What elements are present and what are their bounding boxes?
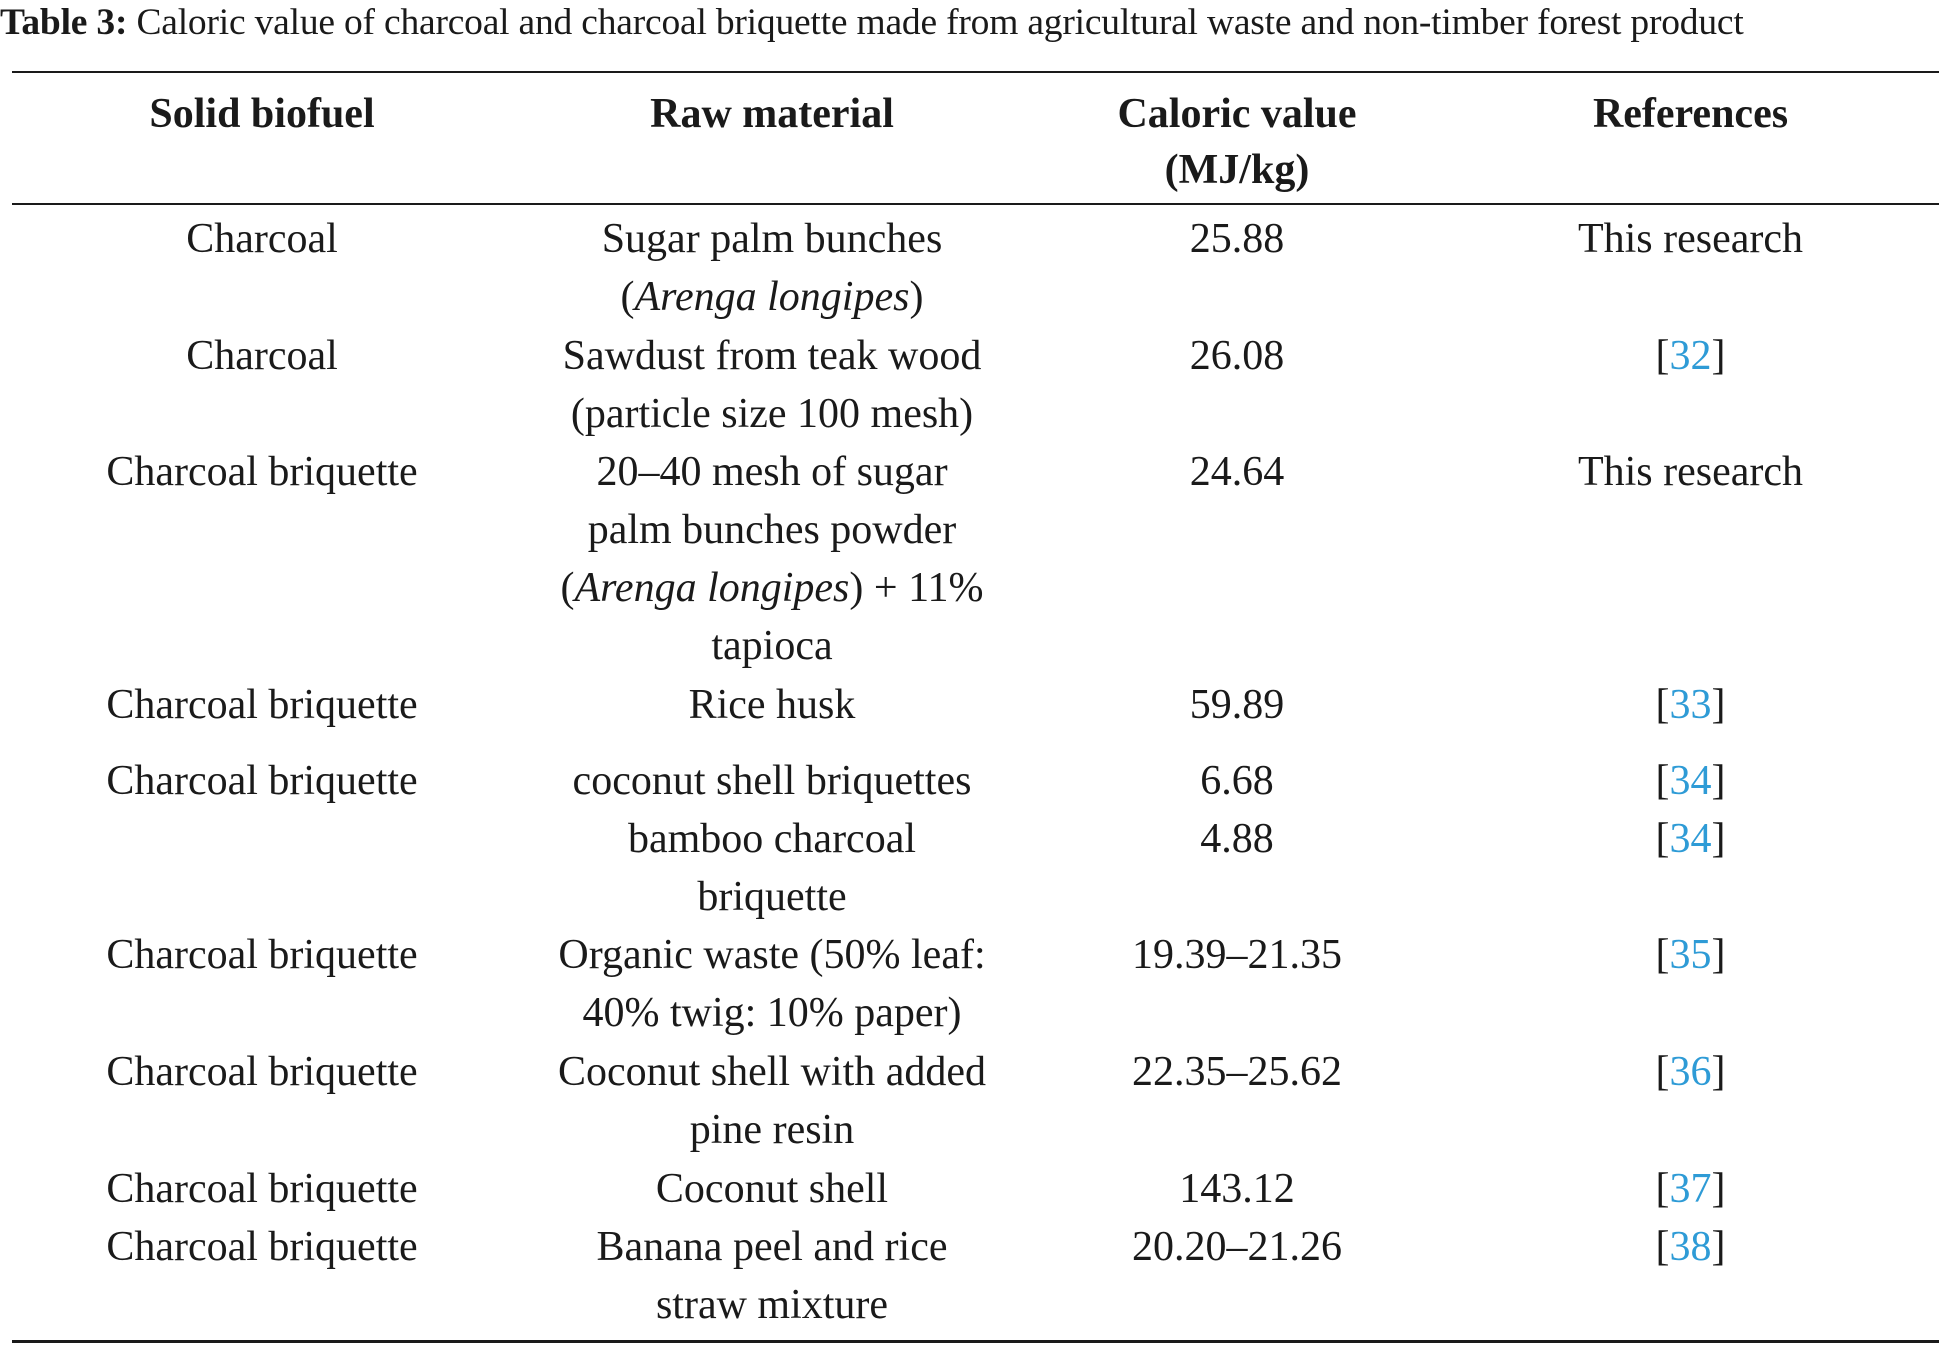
cell-raw-row-6: bamboo charcoal briquette	[512, 810, 1032, 926]
cell-value-row-6: 4.88	[1200, 816, 1274, 862]
raw-line: Rice husk	[688, 682, 856, 728]
table-caption-label: Table 3:	[0, 2, 128, 43]
cell-ref-row-6: [34]	[1655, 816, 1726, 862]
table-top-rule	[12, 71, 1939, 73]
header-caloric-value-line1: Caloric value	[1117, 91, 1357, 137]
reference-link[interactable]: 37	[1669, 1166, 1712, 1212]
cell-raw-row-3: 20–40 mesh of sugar palm bunches powder …	[512, 443, 1032, 675]
header-raw-material: Raw material	[650, 91, 894, 137]
raw-line: briquette	[697, 874, 847, 920]
raw-line: Organic waste (50% leaf:	[558, 932, 986, 978]
cell-ref-row-9: [37]	[1655, 1166, 1726, 1212]
raw-line: coconut shell briquettes	[572, 758, 972, 804]
species-name: Arenga longipes	[634, 274, 910, 320]
species-name: Arenga longipes	[574, 565, 850, 611]
cell-value-row-8: 22.35–25.62	[1132, 1049, 1342, 1095]
raw-line: (Arenga longipes) + 11%	[560, 565, 984, 611]
cell-biofuel-row-9: Charcoal briquette	[106, 1166, 418, 1212]
cell-value-row-10: 20.20–21.26	[1132, 1224, 1342, 1270]
cell-raw-row-7: Organic waste (50% leaf: 40% twig: 10% p…	[512, 926, 1032, 1042]
raw-line: Sawdust from teak wood	[562, 333, 982, 379]
cell-raw-row-2: Sawdust from teak wood (particle size 10…	[512, 327, 1032, 443]
cell-ref-row-10: [38]	[1655, 1224, 1726, 1270]
reference-link[interactable]: 35	[1669, 932, 1712, 978]
cell-raw-row-5: coconut shell briquettes	[512, 752, 1032, 810]
raw-line: tapioca	[711, 623, 833, 669]
cell-ref-row-1: This research	[1577, 216, 1804, 262]
cell-value-row-3: 24.64	[1189, 449, 1285, 495]
cell-value-row-1: 25.88	[1189, 216, 1285, 262]
cell-raw-row-9: Coconut shell	[512, 1160, 1032, 1218]
cell-ref-row-7: [35]	[1655, 932, 1726, 978]
raw-line: palm bunches powder	[587, 507, 957, 553]
header-references: References	[1592, 91, 1789, 137]
cell-ref-row-5: [34]	[1655, 758, 1726, 804]
raw-line: Banana peel and rice	[596, 1224, 948, 1270]
raw-line: Sugar palm bunches	[601, 216, 943, 262]
header-caloric-value-unit: (MJ/kg)	[1164, 147, 1310, 193]
cell-value-row-5: 6.68	[1200, 758, 1274, 804]
raw-line: pine resin	[689, 1107, 855, 1153]
cell-biofuel-row-4: Charcoal briquette	[106, 682, 418, 728]
cell-biofuel-row-8: Charcoal briquette	[106, 1049, 418, 1095]
table-caption-text: Caloric value of charcoal and charcoal b…	[136, 2, 1744, 43]
raw-line: bamboo charcoal	[627, 816, 917, 862]
cell-biofuel-row-10: Charcoal briquette	[106, 1224, 418, 1270]
cell-ref-row-2: [32]	[1655, 333, 1726, 379]
cell-value-row-4: 59.89	[1189, 682, 1285, 728]
reference-link[interactable]: 38	[1669, 1224, 1712, 1270]
cell-ref-row-4: [33]	[1655, 682, 1726, 728]
table-caption: Table 3: Caloric value of charcoal and c…	[0, 0, 1951, 46]
cell-raw-row-8: Coconut shell with added pine resin	[512, 1043, 1032, 1159]
cell-biofuel-row-5: Charcoal briquette	[106, 758, 418, 804]
raw-line: (Arenga longipes)	[620, 274, 924, 320]
reference-link[interactable]: 34	[1669, 758, 1712, 804]
cell-biofuel-row-3: Charcoal briquette	[106, 449, 418, 495]
table-header-rule	[12, 203, 1939, 205]
cell-ref-row-8: [36]	[1655, 1049, 1726, 1095]
cell-biofuel-row-2: Charcoal	[186, 333, 338, 379]
header-solid-biofuel: Solid biofuel	[149, 91, 375, 137]
header-caloric-value: Caloric value (MJ/kg)	[1032, 86, 1442, 198]
raw-line: Coconut shell	[655, 1166, 889, 1212]
cell-raw-row-1: Sugar palm bunches (Arenga longipes)	[512, 210, 1032, 326]
raw-line: straw mixture	[655, 1282, 889, 1328]
raw-line: 20–40 mesh of sugar	[596, 449, 948, 495]
raw-line: (particle size 100 mesh)	[570, 391, 974, 437]
table-bottom-rule	[12, 1340, 1939, 1343]
cell-value-row-7: 19.39–21.35	[1132, 932, 1342, 978]
cell-value-row-2: 26.08	[1189, 333, 1285, 379]
cell-ref-row-3: This research	[1577, 449, 1804, 495]
cell-raw-row-4: Rice husk	[512, 676, 1032, 734]
reference-link[interactable]: 32	[1669, 333, 1712, 379]
cell-biofuel-row-7: Charcoal briquette	[106, 932, 418, 978]
reference-link[interactable]: 34	[1669, 816, 1712, 862]
cell-biofuel-row-1: Charcoal	[186, 216, 338, 262]
reference-link[interactable]: 33	[1669, 682, 1712, 728]
raw-line: Coconut shell with added	[557, 1049, 987, 1095]
reference-link[interactable]: 36	[1669, 1049, 1712, 1095]
cell-value-row-9: 143.12	[1179, 1166, 1295, 1212]
raw-line: 40% twig: 10% paper)	[582, 990, 962, 1036]
cell-raw-row-10: Banana peel and rice straw mixture	[512, 1218, 1032, 1334]
